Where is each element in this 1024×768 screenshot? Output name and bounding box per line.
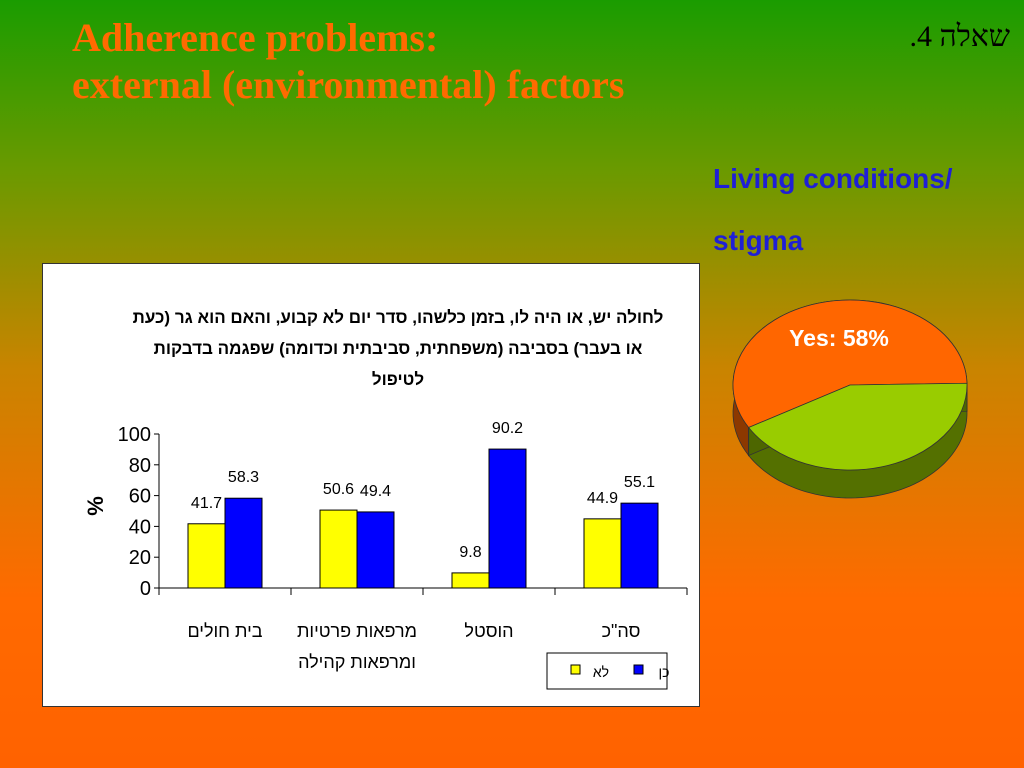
- legend-swatch: [570, 664, 581, 675]
- bar-data-label: 50.6: [323, 481, 354, 498]
- slide-title-line2: external (environmental) factors: [72, 62, 625, 107]
- bar-chart-title: לחולה יש, או היה לו, בזמן כלשהו, סדר יום…: [132, 308, 664, 389]
- y-tick-label: 0: [140, 578, 151, 600]
- bar-data-label: 41.7: [191, 495, 222, 512]
- pie-slice: [748, 382, 968, 471]
- x-category-label: סה"כ: [602, 621, 641, 641]
- bar-data-label: 90.2: [492, 420, 523, 437]
- bar-data-label: 9.8: [459, 544, 481, 561]
- pie-slice-label: Yes: 58%: [789, 325, 889, 351]
- legend-label: כן: [659, 664, 670, 680]
- y-tick-label: 80: [129, 455, 151, 477]
- y-tick-label: 60: [129, 486, 151, 508]
- pie-slice: [732, 299, 968, 428]
- bar-data-label: 49.4: [360, 483, 391, 500]
- y-tick-label: 40: [129, 516, 151, 538]
- subtitle-line2: stigma: [713, 225, 804, 256]
- slide-title: Adherence problems: external (environmen…: [72, 14, 624, 108]
- bar-data-label: 55.1: [624, 474, 655, 491]
- pie-chart-panel: Yes: 58%: [720, 270, 980, 520]
- y-axis-label: %: [83, 496, 108, 516]
- y-tick-label: 20: [129, 547, 151, 569]
- x-category-label: מרפאות פרטיות: [297, 621, 417, 641]
- x-category-label: בית חולים: [187, 621, 262, 641]
- bar: [620, 502, 659, 589]
- bar-chart-panel: לחולה יש, או היה לו, בזמן כלשהו, סדר יום…: [42, 263, 700, 707]
- bar-data-label: 58.3: [228, 469, 259, 486]
- bar: [488, 448, 527, 589]
- x-category-label: ומרפאות קהילה: [298, 652, 416, 672]
- bar-data-label: 44.9: [587, 490, 618, 507]
- bar: [187, 523, 226, 589]
- slide-title-line1: Adherence problems:: [72, 15, 439, 60]
- bar: [583, 518, 622, 589]
- bar: [319, 509, 358, 589]
- subtitle-line1: Living conditions/: [713, 163, 953, 194]
- pie-chart: Yes: 58%: [732, 299, 968, 499]
- question-number: שאלה 4.: [909, 20, 1010, 53]
- bar: [224, 497, 263, 589]
- legend-label: לא: [593, 664, 609, 680]
- bar: [356, 511, 395, 589]
- bar-chart: 0 20 40 60 80 100% 41.7 58.3 בית חולים 50.6 49.4 מר…: [83, 420, 688, 690]
- slide-subtitle: Living conditions/ stigma: [713, 148, 953, 272]
- legend-box: [546, 652, 668, 690]
- x-category-label: הוסטל: [464, 621, 513, 641]
- y-tick-label: 100: [118, 424, 151, 446]
- legend-swatch: [633, 664, 644, 675]
- bar: [451, 572, 490, 589]
